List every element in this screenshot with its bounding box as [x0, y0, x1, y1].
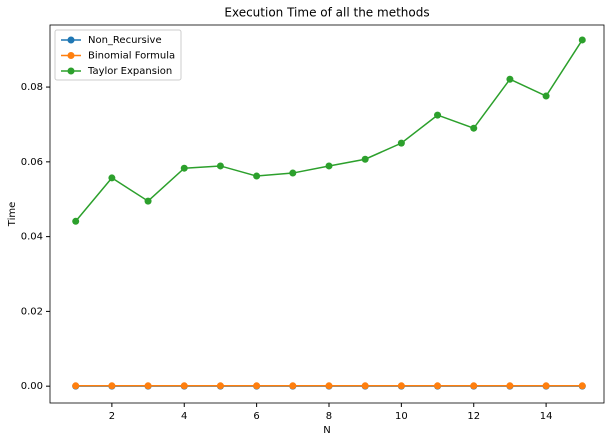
legend-label: Non_Recursive [88, 35, 162, 46]
data-point [108, 382, 116, 390]
data-point [361, 382, 369, 390]
data-point [434, 382, 442, 390]
data-point [434, 111, 442, 119]
data-point [289, 382, 297, 390]
data-point [253, 382, 261, 390]
data-point [289, 169, 297, 177]
x-tick-label: 14 [540, 411, 553, 422]
data-point [216, 382, 224, 390]
legend-box [54, 29, 182, 81]
data-point [506, 382, 514, 390]
data-point [72, 217, 80, 225]
plot-frame [49, 24, 605, 404]
data-point [397, 139, 405, 147]
data-point [144, 197, 152, 205]
x-tick-label: 4 [181, 411, 187, 422]
x-tick-label: 10 [395, 411, 408, 422]
data-point [506, 75, 514, 83]
data-point [325, 162, 333, 170]
data-point [325, 382, 333, 390]
x-tick-label: 8 [326, 411, 332, 422]
legend-marker [67, 52, 75, 59]
data-point [470, 382, 478, 390]
x-tick-label: 2 [109, 411, 115, 422]
data-point [144, 382, 152, 390]
data-point [253, 172, 261, 180]
legend-label: Taylor Expansion [87, 66, 172, 77]
data-point [72, 382, 80, 390]
y-tick-label: 0.00 [21, 381, 43, 392]
data-point [578, 382, 586, 390]
data-point [180, 164, 188, 172]
y-tick-label: 0.08 [21, 82, 43, 93]
data-point [180, 382, 188, 390]
data-point [361, 155, 369, 163]
x-tick-label: 6 [253, 411, 259, 422]
y-tick-label: 0.02 [21, 306, 43, 317]
chart-title: Execution Time of all the methods [224, 6, 429, 20]
x-tick-label: 12 [467, 411, 480, 422]
data-point [397, 382, 405, 390]
data-point [542, 92, 550, 100]
legend-marker [67, 36, 75, 44]
data-point [578, 36, 586, 44]
legend-label: Binomial Formula [88, 51, 175, 62]
y-tick-label: 0.04 [21, 232, 43, 243]
data-point [108, 174, 116, 182]
data-point [542, 382, 550, 390]
y-tick-label: 0.06 [21, 157, 43, 168]
data-point [216, 162, 224, 170]
legend-marker [67, 67, 75, 75]
data-point [470, 124, 478, 132]
x-axis-label: N [323, 425, 330, 436]
y-axis-label: Time [7, 202, 18, 227]
